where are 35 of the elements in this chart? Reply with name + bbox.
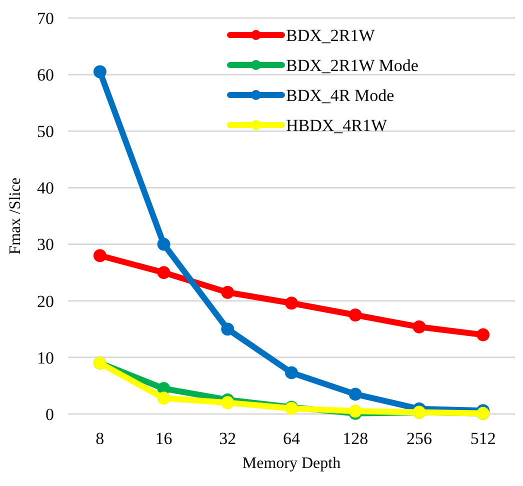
x-tick-label: 16 xyxy=(155,429,172,448)
x-tick-label: 512 xyxy=(470,429,496,448)
point xyxy=(348,388,362,401)
point xyxy=(412,320,426,334)
legend-label: BDX_2R1W Mode xyxy=(286,56,418,75)
y-tick-label: 50 xyxy=(37,122,54,142)
point xyxy=(221,286,234,299)
legend-label: BDX_2R1W xyxy=(286,26,376,45)
point xyxy=(157,392,170,405)
point xyxy=(93,65,106,78)
point xyxy=(476,328,490,342)
point xyxy=(93,249,106,262)
point xyxy=(157,266,170,280)
x-tick-label: 256 xyxy=(406,429,432,448)
point xyxy=(348,308,362,322)
point xyxy=(285,366,298,380)
x-tick-label: 8 xyxy=(96,429,104,448)
x-tick-label: 128 xyxy=(342,429,368,448)
point xyxy=(221,396,234,410)
y-tick-label: 0 xyxy=(46,404,54,424)
y-tick-label: 70 xyxy=(37,8,54,28)
legend-label: BDX_4R Mode xyxy=(286,86,394,105)
point xyxy=(221,322,234,336)
x-axis-title: Memory Depth xyxy=(242,455,341,472)
y-tick-label: 20 xyxy=(37,292,54,311)
legend-label: HBDX_4R1W xyxy=(286,116,388,135)
point xyxy=(157,238,170,251)
y-tick-label: 60 xyxy=(37,66,54,85)
y-tick-label: 40 xyxy=(37,178,54,198)
x-tick-label: 32 xyxy=(219,429,236,448)
x-tick-label: 64 xyxy=(283,429,300,448)
y-tick-label: 10 xyxy=(37,348,54,368)
point xyxy=(285,296,298,310)
y-axis-title: Fmax /Slice xyxy=(7,178,24,254)
y-tick-label: 30 xyxy=(37,235,54,254)
